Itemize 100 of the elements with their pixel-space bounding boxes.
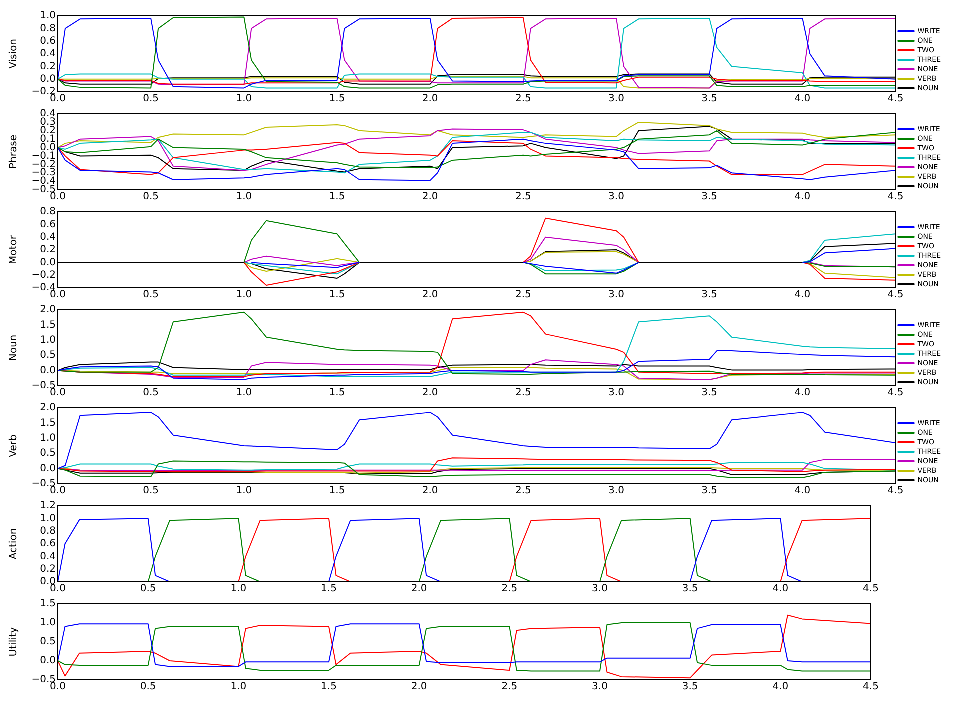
x-tick-label: 3.5 bbox=[702, 290, 718, 301]
x-tick-label: 4.0 bbox=[794, 486, 811, 497]
x-tick-label: 4.5 bbox=[888, 290, 904, 301]
x-tick-label: 3.5 bbox=[702, 486, 718, 497]
x-tick-label: 4.0 bbox=[794, 290, 811, 301]
y-tick-label: 1.5 bbox=[40, 320, 56, 331]
x-tick-label: 1.5 bbox=[329, 290, 346, 301]
x-tick-label: 0.5 bbox=[143, 290, 160, 301]
x-tick-label: 3.0 bbox=[608, 94, 624, 105]
x-tick-label: 0.0 bbox=[50, 388, 66, 399]
y-tick-label: 0.2 bbox=[40, 61, 56, 72]
x-tick-label: 4.5 bbox=[888, 388, 904, 399]
x-tick-label: 1.5 bbox=[321, 682, 337, 693]
x-tick-label: 3.5 bbox=[682, 682, 698, 693]
x-tick-label: 0.0 bbox=[50, 290, 66, 301]
x-tick-label: 1.0 bbox=[236, 192, 252, 203]
x-tick-label: 2.0 bbox=[422, 290, 438, 301]
y-axis-title: Action bbox=[8, 528, 20, 560]
y-tick-label: 0.2 bbox=[40, 244, 56, 256]
y-tick-label: 0.0 bbox=[40, 656, 56, 667]
y-tick-label: 1.5 bbox=[40, 598, 56, 610]
x-tick-label: 4.5 bbox=[863, 682, 879, 693]
x-tick-label: 2.5 bbox=[515, 192, 532, 203]
x-tick-label: 3.0 bbox=[592, 682, 608, 693]
y-tick-label: 2.0 bbox=[40, 304, 56, 316]
y-tick-label: 0.5 bbox=[40, 636, 56, 648]
x-tick-label: 2.5 bbox=[502, 584, 518, 595]
y-tick-label: 1.5 bbox=[40, 418, 56, 429]
x-tick-label: 4.0 bbox=[772, 682, 789, 693]
x-tick-label: 2.0 bbox=[422, 486, 438, 497]
y-axis-title: Utility bbox=[8, 627, 20, 657]
x-tick-label: 1.5 bbox=[329, 388, 346, 399]
y-tick-label: 0.8 bbox=[40, 23, 56, 34]
y-tick-label: 0.8 bbox=[40, 526, 56, 537]
x-tick-label: 0.0 bbox=[50, 94, 66, 105]
x-tick-label: 3.5 bbox=[702, 388, 718, 399]
x-tick-label: 1.0 bbox=[230, 682, 247, 693]
x-tick-label: 3.0 bbox=[608, 486, 624, 497]
x-tick-label: 4.5 bbox=[888, 94, 904, 105]
x-tick-label: 0.5 bbox=[143, 94, 160, 105]
y-tick-label: 1.0 bbox=[40, 10, 56, 22]
x-tick-label: 3.0 bbox=[592, 584, 608, 595]
y-tick-label: 0.0 bbox=[40, 257, 56, 268]
x-tick-label: 2.0 bbox=[411, 682, 428, 693]
y-tick-label: 0.5 bbox=[40, 448, 56, 460]
y-tick-label: 2.0 bbox=[40, 402, 56, 414]
y-tick-label: 0.8 bbox=[40, 206, 56, 218]
y-axis-title: Noun bbox=[8, 334, 20, 362]
x-tick-label: 3.5 bbox=[702, 192, 718, 203]
x-tick-label: 3.5 bbox=[702, 94, 718, 105]
y-tick-label: 0.6 bbox=[40, 219, 56, 230]
y-tick-label: 0.4 bbox=[40, 551, 56, 562]
y-tick-label: 0.0 bbox=[40, 463, 56, 474]
y-tick-label: −0.2 bbox=[32, 270, 56, 281]
x-tick-label: 3.0 bbox=[608, 290, 624, 301]
x-tick-label: 1.0 bbox=[236, 94, 252, 105]
x-tick-label: 4.5 bbox=[888, 486, 904, 497]
x-tick-label: 1.0 bbox=[230, 584, 247, 595]
x-tick-label: 2.5 bbox=[502, 682, 518, 693]
x-tick-label: 3.0 bbox=[608, 192, 624, 203]
x-tick-label: 0.5 bbox=[140, 584, 156, 595]
x-tick-label: 2.0 bbox=[411, 584, 428, 595]
x-tick-label: 4.0 bbox=[794, 192, 811, 203]
y-axis-title: Verb bbox=[8, 434, 20, 458]
x-tick-label: 3.0 bbox=[608, 388, 624, 399]
x-tick-label: 0.5 bbox=[143, 192, 160, 203]
x-tick-label: 4.0 bbox=[794, 388, 811, 399]
x-tick-label: 3.5 bbox=[682, 584, 698, 595]
y-tick-label: 0.6 bbox=[40, 36, 56, 47]
x-tick-label: 1.5 bbox=[329, 192, 346, 203]
y-tick-label: 0.4 bbox=[40, 48, 56, 60]
y-tick-label: 0.0 bbox=[40, 74, 56, 85]
x-tick-label: 1.5 bbox=[329, 486, 346, 497]
y-tick-label: 1.0 bbox=[40, 432, 56, 444]
y-tick-label: 0.5 bbox=[40, 350, 56, 362]
x-tick-label: 2.5 bbox=[515, 94, 532, 105]
y-tick-label: 0.0 bbox=[40, 365, 56, 376]
x-tick-label: 1.0 bbox=[236, 486, 252, 497]
y-tick-label: 1.0 bbox=[40, 618, 56, 629]
x-tick-label: 2.5 bbox=[515, 290, 532, 301]
x-tick-label: 1.5 bbox=[321, 584, 337, 595]
x-tick-label: 0.0 bbox=[50, 584, 66, 595]
x-tick-label: 0.5 bbox=[140, 682, 156, 693]
x-tick-label: 1.0 bbox=[236, 388, 252, 399]
x-tick-label: 4.0 bbox=[794, 94, 811, 105]
x-tick-label: 4.5 bbox=[888, 192, 904, 203]
x-tick-label: 4.0 bbox=[772, 584, 789, 595]
x-tick-label: 0.0 bbox=[50, 682, 66, 693]
x-tick-label: 2.0 bbox=[422, 94, 438, 105]
y-tick-label: 1.0 bbox=[40, 334, 56, 346]
x-tick-label: 1.5 bbox=[329, 94, 346, 105]
x-tick-label: 2.5 bbox=[515, 388, 532, 399]
x-tick-label: 2.5 bbox=[515, 486, 532, 497]
x-tick-label: 0.5 bbox=[143, 388, 160, 399]
y-tick-label: 1.2 bbox=[40, 500, 56, 512]
y-tick-label: 1.0 bbox=[40, 513, 56, 524]
x-tick-label: 1.0 bbox=[236, 290, 252, 301]
y-tick-label: 0.4 bbox=[40, 232, 56, 243]
x-tick-label: 0.0 bbox=[50, 192, 66, 203]
x-tick-label: 2.0 bbox=[422, 192, 438, 203]
